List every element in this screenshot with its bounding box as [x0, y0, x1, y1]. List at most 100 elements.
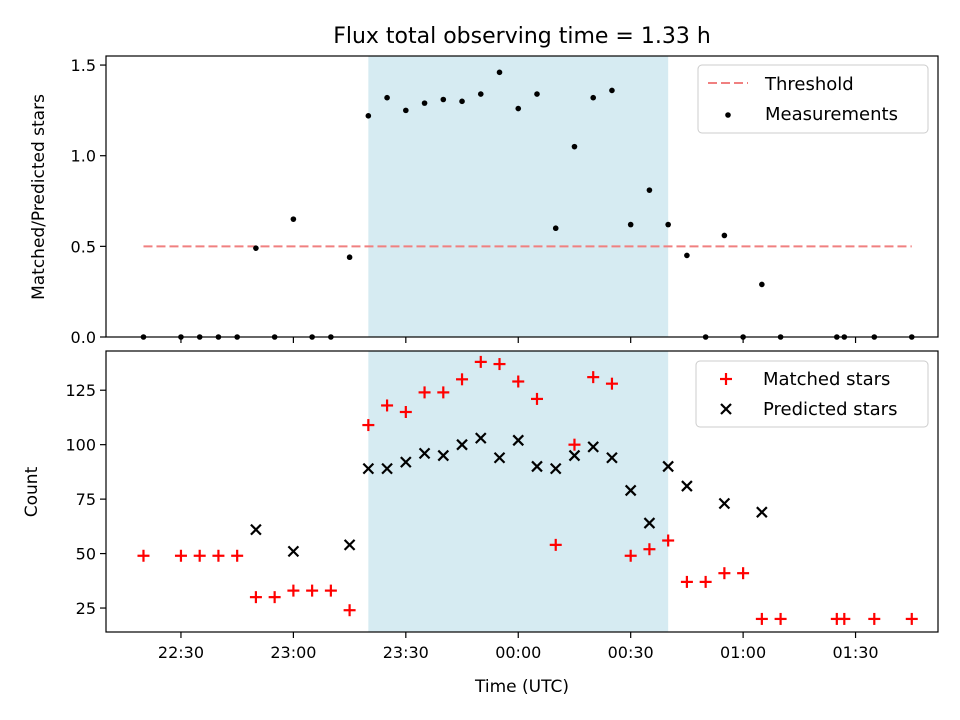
- matched-star-point: [680, 575, 693, 588]
- predicted-star-point: [381, 462, 393, 475]
- top-shaded-span: [368, 56, 669, 337]
- matched-star-point: [868, 612, 881, 625]
- predicted-legend-marker: [720, 403, 732, 415]
- x-axis-label: Time (UTC): [474, 677, 569, 697]
- matched-star-point: [605, 377, 618, 390]
- measurement-point: [290, 216, 297, 222]
- top-legend: Threshold Measurements: [697, 64, 929, 134]
- predicted-stars-points: [250, 432, 768, 558]
- x-tick-label: 00:00: [495, 643, 541, 662]
- bottom-panel: 25 50 75 100 125 22:30 23:00 23:30 00:00 00:30 01…: [22, 350, 939, 697]
- predicted-star-point: [587, 441, 599, 453]
- predicted-star-point: [474, 432, 487, 444]
- matched-star-point: [662, 534, 675, 547]
- top-legend-box: [697, 64, 929, 134]
- matched-star-point: [306, 584, 319, 597]
- measurement-point: [346, 254, 353, 261]
- predicted-star-point: [549, 462, 562, 475]
- measurement-point: [552, 225, 559, 232]
- matched-star-point: [268, 591, 281, 604]
- measurements-legend-marker: [725, 112, 731, 118]
- measurement-point: [721, 232, 728, 239]
- y-tick-label: 0.5: [71, 237, 96, 256]
- matched-star-point: [287, 584, 300, 597]
- bottom-legend-box: [695, 360, 929, 428]
- matched-star-point: [456, 373, 469, 386]
- measurement-point: [253, 245, 259, 251]
- predicted-star-point: [568, 449, 581, 462]
- x-tick-label: 00:30: [608, 643, 654, 662]
- measurement-point: [459, 98, 465, 105]
- predicted-star-point: [437, 449, 450, 462]
- matched-star-point: [193, 549, 206, 562]
- matched-star-point: [324, 584, 337, 597]
- y-tick-label: 25: [76, 599, 96, 618]
- matched-star-point: [381, 399, 394, 412]
- matched-star-point: [231, 549, 244, 562]
- predicted-star-point: [400, 456, 412, 468]
- matched-star-point: [568, 438, 581, 451]
- matched-star-point: [905, 612, 918, 625]
- y-tick-label: 50: [76, 545, 96, 564]
- y-tick-label: 75: [76, 490, 96, 509]
- matched-star-point: [137, 549, 150, 562]
- predicted-star-point: [343, 539, 356, 551]
- matched-star-point: [512, 375, 525, 388]
- measurement-point: [403, 107, 409, 114]
- measurement-point: [609, 87, 615, 94]
- measurement-point: [590, 94, 597, 101]
- matched-star-point: [418, 386, 431, 399]
- top-y-axis-label: Matched/Predicted stars: [29, 94, 49, 300]
- predicted-star-point: [531, 460, 543, 473]
- matched-legend-label: Matched stars: [763, 369, 890, 390]
- matched-star-point: [587, 371, 600, 384]
- x-axis-ticks: 22:30 23:00 23:30 00:00 00:30 01:00 01:30: [158, 632, 879, 662]
- x-tick-label: 23:00: [270, 643, 316, 662]
- matched-star-point: [643, 543, 656, 556]
- matched-star-point: [362, 419, 375, 432]
- matched-star-point: [530, 392, 543, 405]
- measurement-point: [477, 91, 484, 97]
- y-tick-label: 0.0: [71, 328, 96, 347]
- x-tick-label: 01:30: [832, 643, 878, 662]
- matched-star-point: [737, 567, 750, 580]
- matched-star-point: [755, 612, 768, 625]
- top-axes-frame: [105, 55, 939, 338]
- predicted-legend-label: Predicted stars: [763, 399, 897, 420]
- predicted-star-point: [606, 451, 618, 464]
- measurement-point: [627, 221, 634, 228]
- measurement-point: [515, 105, 522, 112]
- matched-star-point: [212, 549, 225, 562]
- matched-star-point: [249, 591, 262, 604]
- measurement-point: [665, 221, 671, 228]
- matched-star-point: [174, 549, 187, 562]
- matched-star-point: [838, 612, 851, 625]
- top-panel: 0.0 0.5 1.0 1.5 Matched/Predicted stars Thr…: [29, 55, 939, 347]
- matched-star-point: [474, 355, 487, 368]
- y-tick-label: 1.5: [71, 56, 96, 75]
- threshold-legend-label: Threshold: [764, 74, 854, 95]
- x-tick-label: 22:30: [158, 643, 204, 662]
- bottom-shaded-span: [368, 351, 669, 632]
- matched-star-point: [437, 386, 450, 399]
- predicted-star-point: [681, 480, 693, 492]
- bottom-axes-frame: [105, 350, 939, 633]
- x-tick-label: 01:00: [720, 643, 766, 662]
- matched-star-point: [718, 567, 731, 580]
- predicted-star-point: [512, 434, 525, 447]
- x-tick-label: 23:30: [383, 643, 429, 662]
- matched-star-point: [699, 575, 712, 588]
- y-tick-label: 125: [65, 381, 96, 400]
- predicted-star-point: [287, 545, 300, 558]
- matched-stars-points: [137, 355, 918, 625]
- predicted-star-point: [643, 517, 656, 529]
- measurement-point: [365, 113, 372, 119]
- bottom-y-ticks: 25 50 75 100 125: [65, 381, 106, 618]
- matched-star-point: [549, 538, 562, 551]
- measurement-point: [421, 100, 428, 106]
- matched-star-point: [493, 358, 506, 371]
- matched-star-point: [774, 612, 787, 625]
- predicted-star-point: [250, 523, 262, 536]
- matched-legend-marker: [720, 373, 732, 385]
